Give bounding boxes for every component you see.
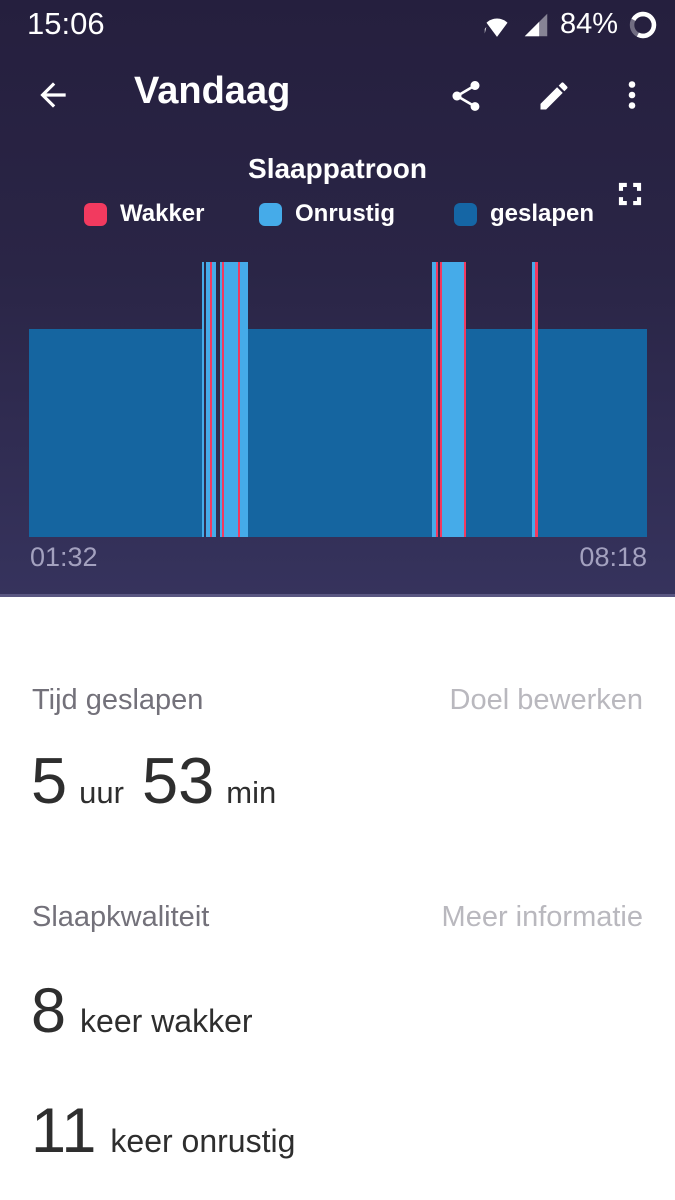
share-icon[interactable]	[448, 78, 484, 114]
sleep-segment-onrustig	[202, 262, 204, 537]
times-awake-unit: keer wakker	[80, 1003, 253, 1039]
chart-legend: Wakker Onrustig geslapen	[0, 200, 675, 230]
chart-x-axis: 01:32 08:18	[29, 542, 647, 574]
sleep-hours-unit: uur	[79, 775, 124, 810]
sleep-segment-onrustig	[220, 262, 222, 537]
status-icons: 84%	[482, 8, 659, 41]
legend-label-wakker: Wakker	[120, 200, 205, 227]
edit-goal-link[interactable]: Doel bewerken	[449, 684, 643, 716]
sleep-time-header-row: Tijd geslapen Doel bewerken	[32, 684, 643, 717]
times-restless-row: 11 keer onrustig	[31, 1100, 295, 1163]
times-restless-unit: keer onrustig	[110, 1123, 296, 1159]
times-restless-value: 11	[31, 1096, 97, 1166]
status-bar: 15:06 84%	[0, 0, 675, 56]
legend-label-onrustig: Onrustig	[295, 200, 395, 227]
sleep-segment-onrustig	[212, 262, 216, 537]
battery-ring-icon	[629, 11, 657, 38]
overflow-menu-icon[interactable]	[614, 76, 650, 114]
sleep-segment-wakker	[535, 262, 538, 537]
sleep-segment-onrustig	[240, 262, 248, 537]
cell-signal-icon	[524, 13, 548, 36]
sleep-segment-gap	[216, 262, 220, 537]
legend-item-wakker: Wakker	[84, 200, 205, 228]
wifi-icon	[484, 17, 508, 37]
legend-chip-wakker	[84, 202, 107, 226]
sleep-segment-wakker	[436, 262, 438, 537]
times-awake-value: 8	[31, 976, 67, 1046]
battery-percent-text: 84%	[559, 8, 618, 40]
sleep-segment-wakker	[464, 262, 466, 537]
legend-item-onrustig: Onrustig	[259, 200, 395, 228]
sleep-minutes-value: 53	[141, 744, 215, 817]
sleep-base-band	[29, 329, 647, 537]
sleep-pattern-chart[interactable]	[29, 262, 647, 537]
sleep-segment-onrustig	[442, 262, 464, 537]
sleep-segment-onrustig	[532, 262, 535, 537]
edit-pencil-icon[interactable]	[536, 78, 572, 114]
axis-start-time: 01:32	[30, 542, 98, 572]
sleep-time-label: Tijd geslapen	[32, 684, 204, 716]
sleep-segment-gap	[438, 262, 440, 537]
legend-item-geslapen: geslapen	[454, 200, 594, 228]
sleep-segment-onrustig	[224, 262, 238, 537]
sleep-quality-header-row: Slaapkwaliteit Meer informatie	[32, 901, 643, 934]
app-bar: Vandaag	[0, 62, 675, 134]
clock-text: 15:06	[27, 6, 105, 41]
sleep-minutes-unit: min	[226, 775, 277, 810]
sleep-segment-gap	[204, 262, 206, 537]
more-info-link[interactable]: Meer informatie	[441, 901, 643, 933]
sleep-segment-onrustig	[432, 262, 436, 537]
times-awake-row: 8 keer wakker	[31, 980, 253, 1043]
sleep-duration-value: 5 uur 53 min	[31, 748, 276, 813]
sleep-segment-wakker	[440, 262, 442, 537]
chart-title: Slaappatroon	[248, 153, 427, 184]
page-title: Vandaag	[134, 70, 291, 112]
back-arrow-icon[interactable]	[34, 76, 72, 114]
sleep-quality-label: Slaapkwaliteit	[32, 901, 210, 933]
sleep-segment-wakker	[238, 262, 240, 537]
sleep-hours-value: 5	[31, 744, 68, 817]
fullscreen-icon[interactable]	[611, 175, 649, 213]
legend-label-geslapen: geslapen	[490, 200, 595, 227]
section-divider	[0, 594, 675, 597]
sleep-segment-wakker	[222, 262, 224, 537]
axis-end-time: 08:18	[579, 542, 647, 572]
legend-chip-onrustig	[259, 202, 282, 226]
legend-chip-geslapen	[454, 202, 477, 226]
sleep-segment-wakker	[210, 262, 212, 537]
sleep-segment-onrustig	[206, 262, 210, 537]
